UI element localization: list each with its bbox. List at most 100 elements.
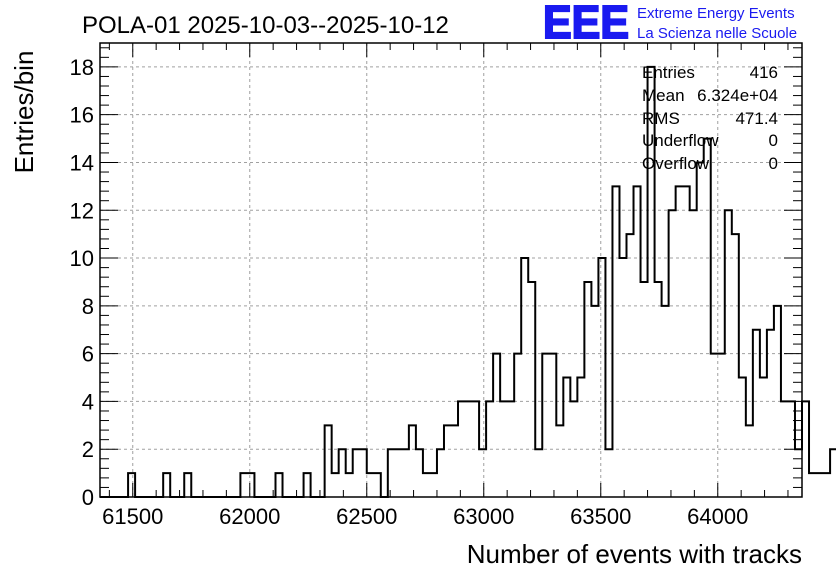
y-tick-label: 2 [82,437,94,462]
y-tick-label: 10 [70,246,94,271]
histogram-bin [304,473,311,497]
histogram-bin [486,401,493,497]
histogram-bin [542,354,549,497]
histogram-bin [500,401,507,497]
histogram-bin [367,473,374,497]
histogram-bin [641,282,648,497]
histogram-bin [634,186,641,497]
x-tick-label: 64000 [687,504,748,529]
y-tick-label: 6 [82,342,94,367]
x-tick-label: 62500 [336,504,397,529]
histogram-bin [697,162,704,497]
grid-layer [100,43,802,497]
histogram-bin [732,234,739,497]
histogram-bin [556,425,563,497]
histogram-bin [276,473,283,497]
histogram-bin [795,449,802,497]
histogram-bin [809,473,816,497]
histogram-bin [535,449,542,497]
histogram-bin [402,449,409,497]
histogram-bin [388,449,395,497]
histogram-bin [627,234,634,497]
stat-underflow-value: 0 [769,131,778,150]
histogram-bin [605,449,612,497]
histogram-bin [655,282,662,497]
histogram-bin [346,473,353,497]
logo-line-1: Extreme Energy Events [637,5,795,22]
histogram-bin [676,186,683,497]
histogram-bin [774,306,781,497]
y-tick-label: 0 [82,485,94,510]
histogram-bin [163,473,170,497]
histogram-bin [493,354,500,497]
histogram-bin [711,354,718,497]
histogram-bin [753,330,760,497]
y-axis-label: Entries/bin [9,51,39,174]
stat-mean-label: Mean [642,86,685,105]
stat-overflow-value: 0 [769,154,778,173]
histogram-bin [718,354,725,497]
histogram-bin [458,401,465,497]
y-tick-label: 16 [70,103,94,128]
histogram-bin [746,425,753,497]
histogram-bin [739,378,746,497]
y-tick-label: 8 [82,294,94,319]
histogram-bin [423,473,430,497]
stat-rms-label: RMS [642,109,680,128]
axes: 61500 62000 62500 63000 63500 64000 0 2 4 6 8 10 12 1… [70,42,803,529]
histogram-bin [725,210,732,497]
histogram-bin [767,330,774,497]
histogram-bin [823,473,830,497]
y-tick-label: 14 [70,150,94,175]
histogram-bin [128,473,135,497]
histogram-bin [802,401,809,497]
histogram-bin [830,449,836,497]
histogram-bin [465,401,472,497]
histogram-bin [395,449,402,497]
histogram-bin [591,306,598,497]
histogram-bin [669,210,676,497]
histogram-bin [353,449,360,497]
histogram-bin [514,354,521,497]
histogram-bin [332,473,339,497]
y-tick-label: 18 [70,55,94,80]
logo-line-2: La Scienza nelle Scuole [637,25,797,42]
histogram-bin [184,473,191,497]
histogram-bin [409,425,416,497]
stat-underflow-label: Underflow [642,131,719,150]
x-tick-label: 61500 [102,504,163,529]
histogram-bin [563,378,570,497]
eee-logo-mark: EEE [543,0,629,48]
y-tick-label: 4 [82,389,94,414]
histogram-bin [247,473,254,497]
histogram-bin [549,354,556,497]
histogram-bin [704,139,711,497]
stat-mean-value: 6.324e+04 [697,86,778,105]
histogram-bin [584,282,591,497]
histogram-bin [683,186,690,497]
stat-rms-value: 471.4 [735,109,778,128]
histogram-bin [451,425,458,497]
histogram-bin [521,258,528,497]
histogram-bin [760,378,767,497]
x-tick-label: 62000 [219,504,280,529]
stat-entries-label: Entries [642,63,695,82]
y-tick-label: 12 [70,198,94,223]
histogram-bars [100,65,836,498]
chart-title: POLA-01 2025-10-03--2025-10-12 [82,12,449,39]
histogram-bin [472,401,479,497]
histogram-bin [690,210,697,497]
histogram-bin [430,473,437,497]
x-tick-label: 63500 [570,504,631,529]
plot-frame [99,42,803,498]
histogram-bin [528,282,535,497]
stat-entries-value: 416 [750,63,778,82]
histogram-bin [619,258,626,497]
histogram-bin [816,473,823,497]
stats-box: Entries 416 Mean 6.324e+04 RMS 471.4 Und… [642,63,778,173]
histogram-bin [444,425,451,497]
histogram-bin [325,425,332,497]
x-tick-label: 63000 [453,504,514,529]
